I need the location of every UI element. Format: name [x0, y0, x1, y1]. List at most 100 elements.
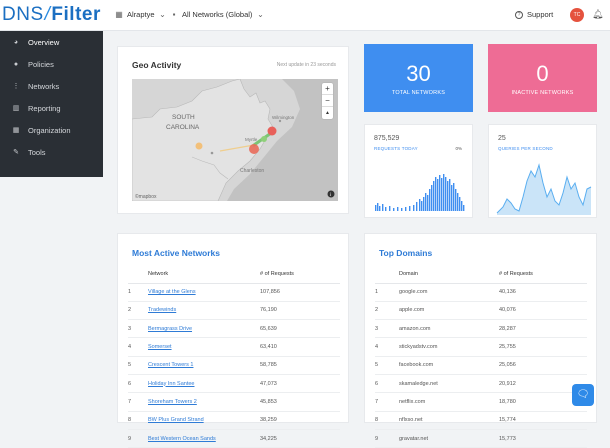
map-marker[interactable] [261, 136, 267, 142]
requests-today-value: 875,529 [374, 135, 400, 142]
sidebar-item-reporting[interactable]: ▥ Reporting [0, 97, 103, 119]
inactive-networks-card[interactable]: 0 INACTIVE NETWORKS [488, 44, 597, 112]
row-rank: 5 [128, 356, 148, 375]
geo-update-note: Next update in 23 seconds [276, 62, 336, 68]
map-zoom-controls: + − ▲ [322, 83, 333, 119]
total-networks-card[interactable]: 30 TOTAL NETWORKS [364, 44, 473, 112]
total-networks-value: 30 [406, 61, 431, 86]
support-link[interactable]: ? Support [515, 10, 553, 19]
map-marker[interactable] [195, 142, 203, 150]
row-rank: 7 [375, 392, 399, 412]
table-row: 4 stickyadstv.com 25,755 [375, 337, 587, 357]
table-row[interactable]: 8 BW Plus Grand Strand 38,259 [128, 411, 340, 430]
network-link[interactable]: Bermagrass Drive [148, 319, 260, 339]
inactive-networks-value: 0 [536, 61, 549, 86]
domain-name: apple.com [399, 301, 499, 321]
map-region-label: CAROLINA [166, 124, 200, 131]
requests-today-label: REQUESTS TODAY [374, 146, 418, 151]
table-row[interactable]: 7 Shoreham Towers 2 45,853 [128, 392, 340, 412]
map-marker [278, 119, 282, 123]
row-rank: 2 [375, 301, 399, 321]
wrench-icon: ✎ [13, 149, 19, 156]
table-row[interactable]: 4 Somerset 63,410 [128, 337, 340, 357]
network-link[interactable]: Crescent Towers 1 [148, 356, 260, 375]
row-rank: 2 [128, 301, 148, 321]
chat-icon[interactable]: 🗨︎ [572, 384, 594, 406]
network-icon: ▪ [172, 9, 176, 19]
sidebar-item-tools[interactable]: ✎ Tools [0, 141, 103, 163]
map-marker[interactable] [267, 126, 277, 136]
queries-per-second-card: 25 QUERIES PER SECOND [488, 124, 597, 218]
network-link[interactable]: Best Western Ocean Sands [148, 429, 260, 448]
network-link[interactable]: Shoreham Towers 2 [148, 392, 260, 412]
zoom-out-button[interactable]: − [322, 95, 333, 107]
table-row[interactable]: 1 Village at the Glens 107,856 [128, 283, 340, 302]
map-activity-line [219, 144, 255, 152]
request-count: 18,780 [499, 392, 587, 412]
domain-name: netflix.com [399, 392, 499, 412]
most-active-networks-card: Most Active Networks Network # of Reques… [117, 233, 349, 448]
geo-map[interactable]: SOUTH CAROLINA Charleston Wilmington Myr… [132, 79, 338, 201]
bell-icon[interactable]: 🔔︎ [592, 9, 604, 19]
domain-name: stickyadstv.com [399, 337, 499, 357]
geo-activity-title: Geo Activity [132, 60, 182, 70]
sidebar-item-organization[interactable]: ▦ Organization [0, 119, 103, 141]
request-count: 20,912 [499, 374, 587, 394]
network-link[interactable]: Holiday Inn Santee [148, 374, 260, 394]
logo-filter-text: Filter [51, 4, 101, 25]
network-link[interactable]: BW Plus Grand Strand [148, 411, 260, 430]
row-rank: 8 [375, 411, 399, 430]
compass-button[interactable]: ▲ [325, 110, 330, 116]
map-canvas: SOUTH CAROLINA Charleston Wilmington Myr… [132, 79, 338, 201]
request-count: 15,773 [499, 429, 587, 448]
row-rank: 7 [128, 392, 148, 412]
table-row[interactable]: 2 Tradewinds 76,190 [128, 301, 340, 321]
domain-name: facebook.com [399, 356, 499, 375]
sidebar-item-overview[interactable]: ◕ Overview [0, 31, 103, 53]
info-icon[interactable] [327, 190, 335, 198]
network-selector[interactable]: ▪ All Networks (Global) ⌄ [170, 10, 264, 19]
map-city-label: Charleston [240, 168, 264, 174]
network-link[interactable]: Village at the Glens [148, 283, 260, 302]
zoom-in-button[interactable]: + [322, 83, 333, 95]
top-domains-card: Top Domains Domain # of Requests 1 google… [364, 233, 597, 448]
network-link[interactable]: Somerset [148, 337, 260, 357]
requests-today-card: 875,529 REQUESTS TODAY 0% [364, 124, 473, 218]
dnsfilter-logo[interactable]: DNS / Filter [2, 3, 101, 27]
chevron-down-icon: ⌄ [159, 9, 166, 19]
request-count: 65,639 [260, 319, 340, 339]
request-count: 63,410 [260, 337, 340, 357]
table-row[interactable]: 9 Best Western Ocean Sands 34,225 [128, 429, 340, 448]
map-marker[interactable] [249, 144, 259, 154]
sidebar-item-policies[interactable]: ● Policies [0, 53, 103, 75]
requests-today-percent: 0% [455, 146, 462, 151]
row-rank: 8 [128, 411, 148, 430]
network-link[interactable]: Tradewinds [148, 301, 260, 321]
sidebar-item-label: Overview [28, 37, 60, 47]
table-row[interactable]: 6 Holiday Inn Santee 47,073 [128, 374, 340, 394]
organization-selector[interactable]: ▦ Alraptye ⌄ [115, 10, 167, 19]
sidebar-item-networks[interactable]: ⋮ Networks [0, 75, 103, 97]
row-rank: 4 [128, 337, 148, 357]
user-icon: ● [13, 60, 19, 68]
request-count: 25,755 [499, 337, 587, 357]
map-city-label: Wilmington [272, 115, 295, 120]
avatar[interactable]: TC [570, 8, 584, 22]
request-count: 107,856 [260, 283, 340, 302]
request-count: 76,190 [260, 301, 340, 321]
queries-sparkline [496, 163, 592, 215]
table-row: 9 gravatar.net 15,773 [375, 429, 587, 448]
organization-name: Alraptye [127, 10, 155, 19]
row-rank: 1 [375, 283, 399, 302]
column-header [375, 265, 399, 284]
logo-slash: / [44, 4, 51, 25]
most-active-networks-table: Network # of Requests 1 Village at the Gl… [128, 265, 340, 448]
table-row[interactable]: 3 Bermagrass Drive 65,639 [128, 319, 340, 339]
request-count: 15,774 [499, 411, 587, 430]
geo-activity-card: Geo Activity Next update in 23 seconds S… [117, 46, 349, 214]
request-count: 38,259 [260, 411, 340, 430]
request-count: 40,136 [499, 283, 587, 302]
mapbox-credit[interactable]: ©mapbox [135, 193, 157, 200]
table-row[interactable]: 5 Crescent Towers 1 58,785 [128, 356, 340, 375]
queries-per-second-value: 25 [498, 135, 506, 142]
